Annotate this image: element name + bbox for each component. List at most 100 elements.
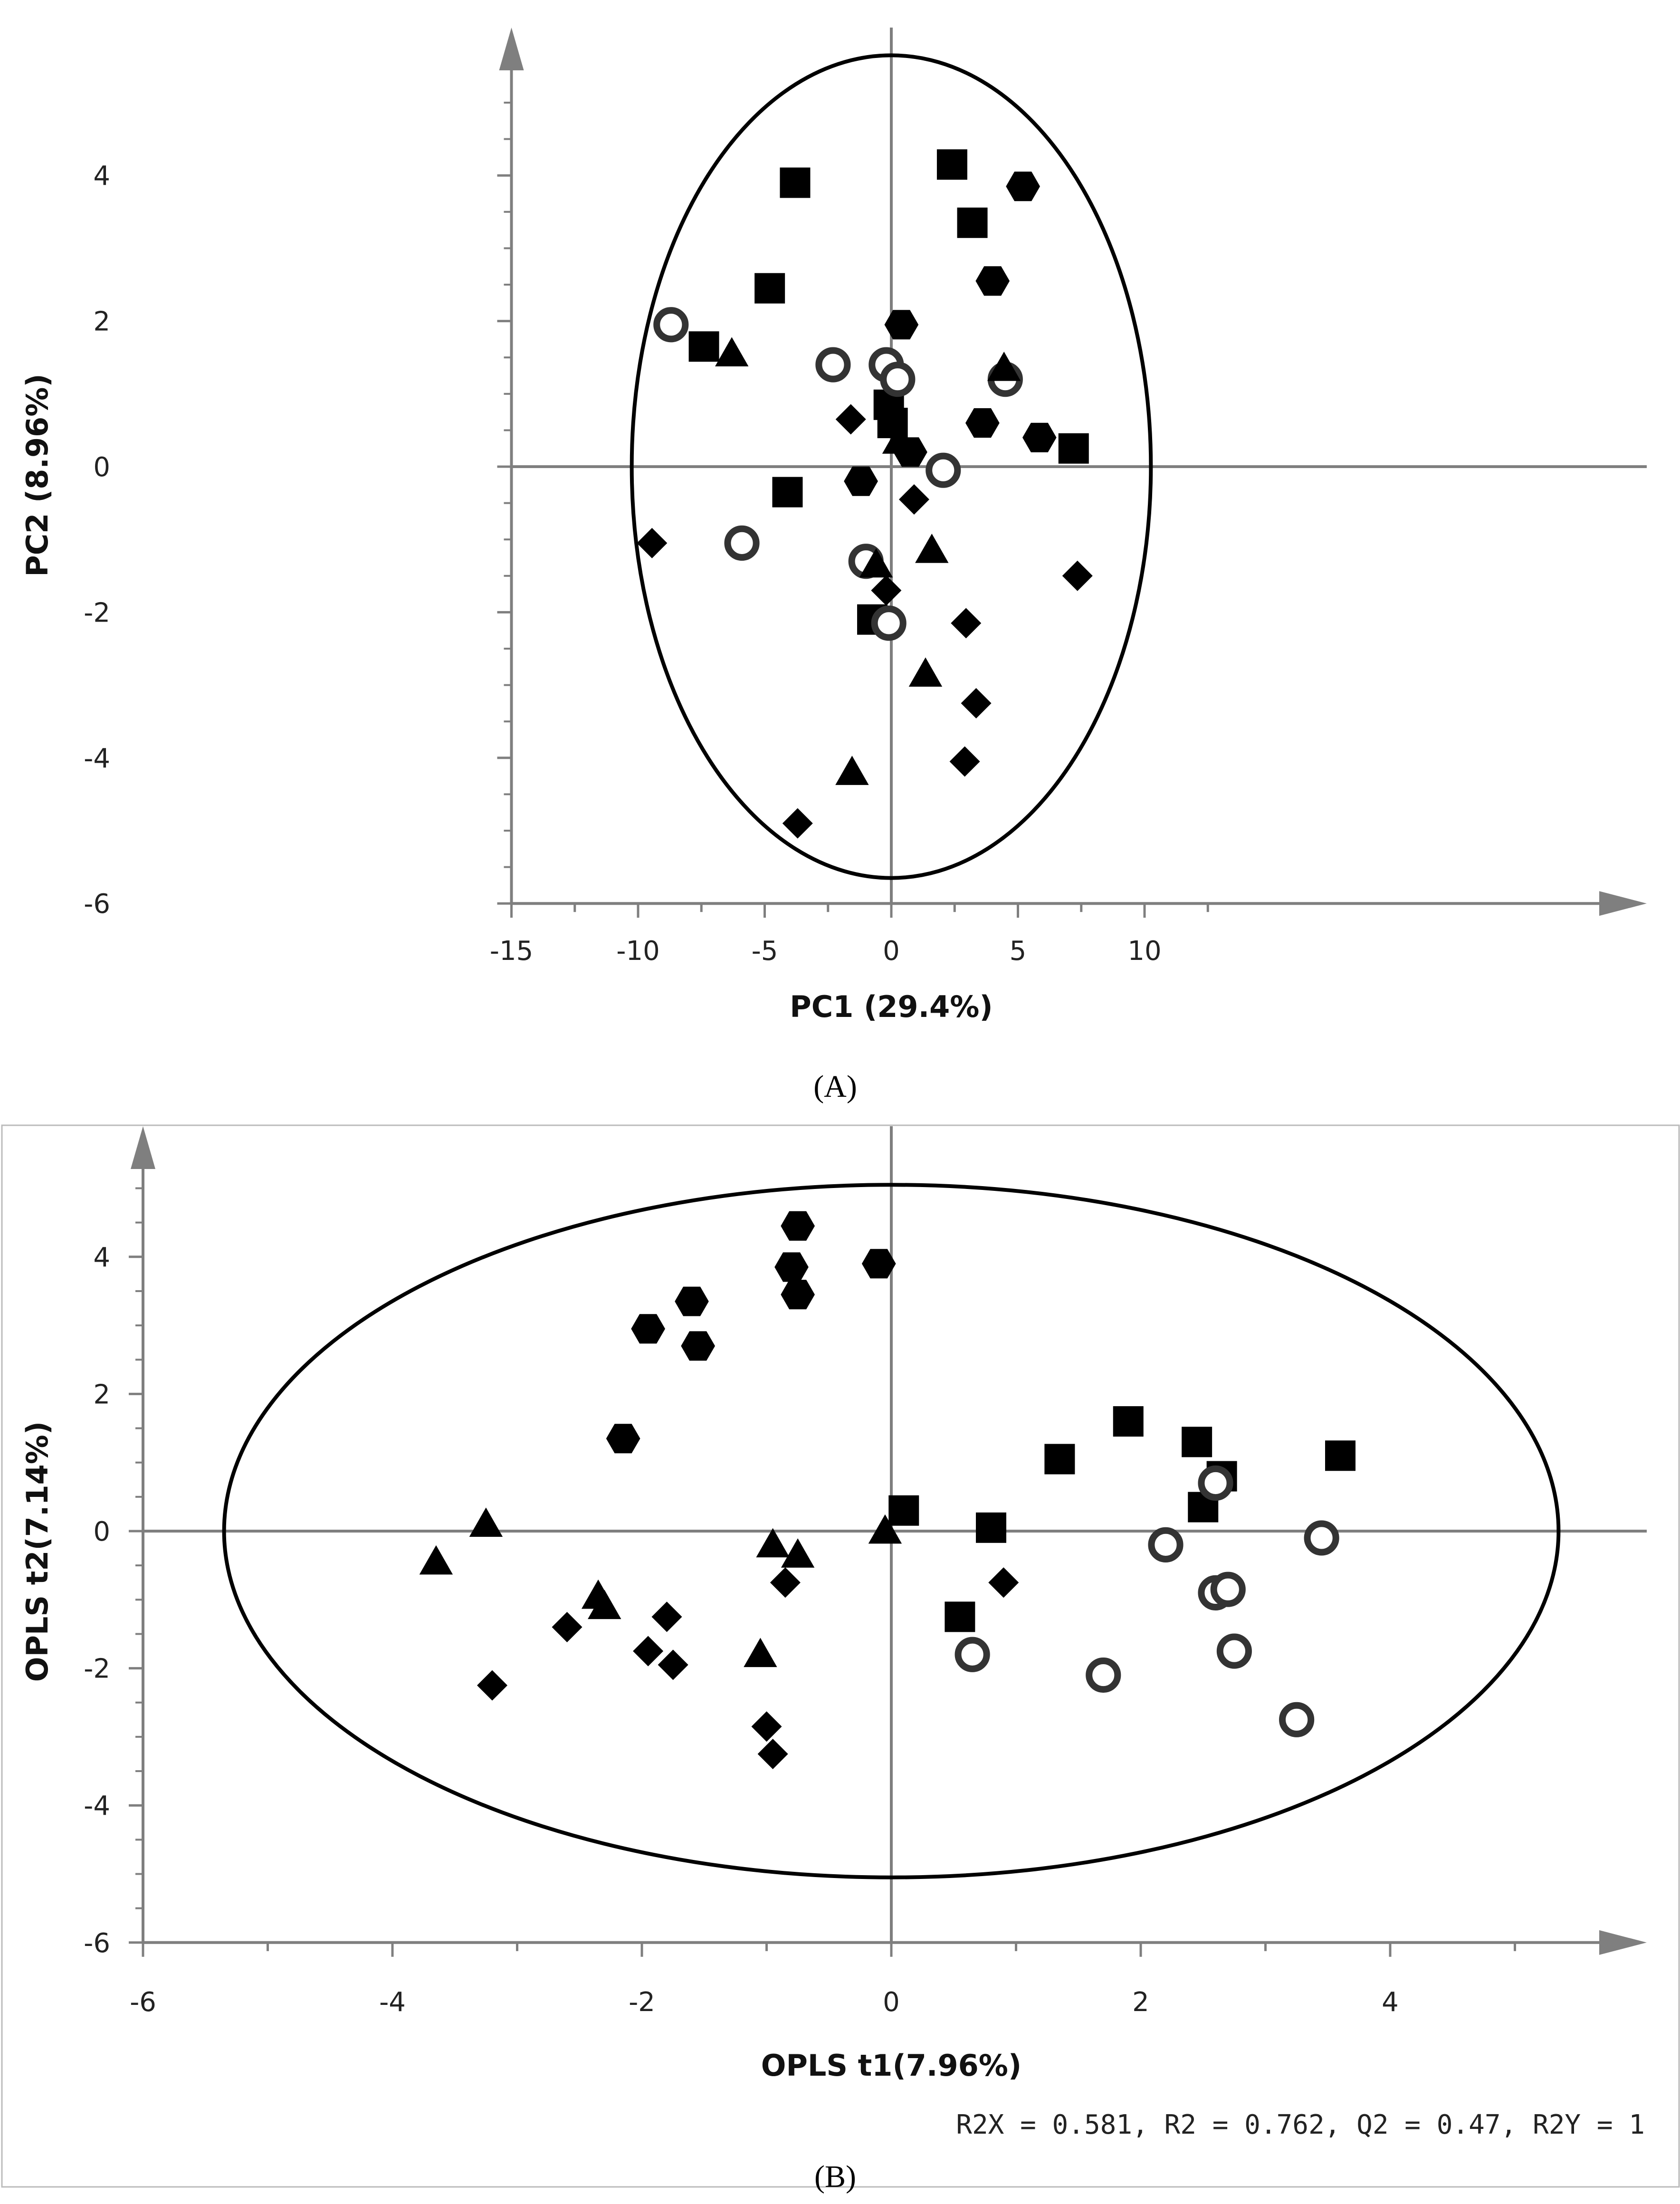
panel-a-point-circle <box>880 362 916 397</box>
panel-b-point-square <box>1044 1444 1075 1475</box>
panel-b-point-diamond <box>552 1612 582 1643</box>
panel-b-y-tick-label: 4 <box>93 1242 110 1273</box>
panel-b-points <box>419 1211 1355 1769</box>
panel-a-points <box>637 149 1093 839</box>
panel-a-point-triangle <box>835 756 869 785</box>
panel-a-point-triangle <box>908 657 943 687</box>
panel-b-model-stats: R2X = 0.581, R2 = 0.762, Q2 = 0.47, R2Y … <box>956 2109 1645 2140</box>
panel-a-x-axis-title: PC1 (29.4%) <box>790 989 993 1024</box>
panel-b-point-triangle <box>756 1528 790 1558</box>
panel-a-point-diamond <box>961 688 992 719</box>
panel-b-y-axis-title: OPLS t2(7.14%) <box>20 1421 55 1682</box>
panel-a-axes: -15 -10 -5 0 5 10 -6 -4 -2 0 2 4 <box>84 28 1647 967</box>
panel-b-axes: -6 -4 -2 0 2 4 -6 -4 -2 0 2 4 <box>84 1126 1647 2018</box>
panel-b-point-hexagon <box>781 1211 815 1241</box>
panel-a-label: (A) <box>813 1069 857 1104</box>
panel-b-point-diamond <box>770 1567 801 1598</box>
panel-b-point-triangle <box>588 1590 621 1619</box>
panel-b-point-square <box>1325 1440 1355 1471</box>
panel-a-y-tick-label: -6 <box>84 889 110 920</box>
panel-a-x-tick-label: -10 <box>616 936 659 967</box>
panel-a-point-diamond <box>782 808 813 839</box>
panel-b-point-circle <box>955 1637 990 1672</box>
panel-a-point-square <box>936 149 967 180</box>
panel-a-x-tick-label: -5 <box>752 936 778 967</box>
panel-a-y-tick-label: 2 <box>93 307 110 337</box>
panel-a-point-diamond <box>1062 560 1093 591</box>
panel-b-point-square <box>976 1512 1006 1543</box>
panel-a-point-triangle <box>882 424 916 454</box>
panel-a-point-square <box>772 477 803 508</box>
panel-a-point-square <box>780 167 811 198</box>
panel-a-x-axis-arrow <box>1599 891 1647 916</box>
panel-b-y-tick-label: -4 <box>84 1791 110 1821</box>
panel-b-point-hexagon <box>861 1249 896 1279</box>
panel-b-hotelling-ellipse <box>222 1183 1561 1879</box>
panel-b-x-tick-label: 2 <box>1132 1987 1149 2018</box>
panel-b-point-circle <box>1304 1520 1339 1556</box>
panel-b-point-triangle <box>419 1545 453 1575</box>
panel-b-frame <box>1 1124 1680 2188</box>
panel-b-point-triangle <box>781 1538 815 1568</box>
panel-b-x-axis-arrow <box>1599 1930 1647 1955</box>
panel-a-ellipse <box>630 53 1153 880</box>
panel-b-point-square <box>888 1495 919 1526</box>
panel-b-x-tick-label: 4 <box>1382 1987 1399 2018</box>
panel-b-point-circle <box>1210 1572 1246 1607</box>
panel-b-point-hexagon <box>774 1252 809 1282</box>
panel-a-x-tick-label: -15 <box>490 936 533 967</box>
panel-a-point-diamond <box>835 404 866 435</box>
panel-a-y-axis-arrow <box>499 28 524 70</box>
panel-a-x-tick-label: 5 <box>1010 936 1027 967</box>
panel-b: -6 -4 -2 0 2 4 -6 -4 -2 0 2 4 OPLS t1(7.96%) OPLS t… <box>20 1126 1647 2194</box>
panel-b-ellipse <box>222 1183 1561 1879</box>
panel-b-point-triangle <box>469 1507 503 1537</box>
panel-b-y-tick-label: -6 <box>84 1928 110 1959</box>
panel-b-x-tick-label: -2 <box>629 1987 655 2018</box>
panel-b-point-square <box>1182 1427 1212 1457</box>
panel-a-point-square <box>688 331 719 362</box>
panel-a-point-diamond <box>951 608 982 639</box>
panel-a-point-triangle <box>915 533 949 563</box>
panel-a-point-diamond <box>871 575 902 606</box>
panel-a-x-tick-label: 0 <box>883 936 900 967</box>
panel-b-point-hexagon <box>781 1280 815 1310</box>
panel-a-point-diamond <box>898 484 929 515</box>
panel-a-point-circle <box>926 452 961 488</box>
panel-a-point-circle <box>871 605 907 641</box>
panel-a-point-hexagon <box>1006 172 1040 201</box>
panel-b-y-tick-label: 2 <box>93 1379 110 1410</box>
panel-a-y-tick-label: 0 <box>93 452 110 483</box>
panel-b-point-diamond <box>633 1636 664 1667</box>
panel-a-x-tick-label: 10 <box>1127 936 1161 967</box>
panel-a-point-hexagon <box>884 310 919 340</box>
panel-b-point-diamond <box>658 1649 688 1680</box>
panel-b-point-circle <box>1216 1633 1252 1669</box>
panel-a-point-circle <box>724 525 760 561</box>
panel-b-point-square <box>1113 1406 1144 1437</box>
panel-b-point-diamond <box>757 1738 788 1769</box>
panel-b-point-circle <box>1198 1465 1233 1501</box>
panel-a-point-square <box>1058 433 1089 464</box>
panel-a-y-axis-title: PC2 (8.96%) <box>20 374 55 576</box>
panel-a-point-diamond <box>637 527 668 558</box>
panel-a-point-triangle <box>859 548 893 578</box>
panel-b-point-hexagon <box>675 1286 709 1316</box>
panel-b-point-diamond <box>477 1670 507 1701</box>
panel-b-y-axis-arrow <box>131 1126 155 1169</box>
panel-b-x-tick-label: -4 <box>379 1987 406 2018</box>
panel-b-point-circle <box>1086 1657 1121 1693</box>
panel-b-point-hexagon <box>681 1331 715 1361</box>
panel-a-point-hexagon <box>975 266 1010 296</box>
panel-b-point-diamond <box>751 1711 782 1742</box>
panel-a-point-triangle <box>987 351 1021 381</box>
panel-a-y-tick-label: -4 <box>84 743 110 774</box>
panel-a-hotelling-ellipse <box>630 53 1153 880</box>
panel-a-point-circle <box>653 307 689 343</box>
panel-b-x-axis-title: OPLS t1(7.96%) <box>761 2048 1021 2083</box>
panel-a-point-hexagon <box>965 408 1000 438</box>
panel-b-point-triangle <box>868 1514 902 1544</box>
panel-b-point-circle <box>1279 1702 1315 1737</box>
panel-a-point-hexagon <box>1022 422 1057 452</box>
